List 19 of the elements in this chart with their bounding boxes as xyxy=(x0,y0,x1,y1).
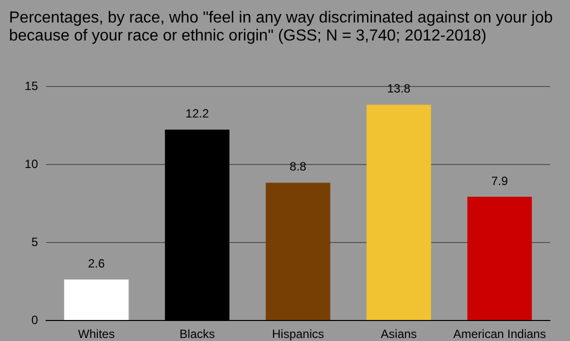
bar xyxy=(467,196,532,320)
bar xyxy=(366,104,432,320)
bar xyxy=(266,182,330,320)
data-label: 12.2 xyxy=(186,106,210,121)
x-tick-label: Hispanics xyxy=(272,327,324,341)
data-label: 2.6 xyxy=(88,256,106,270)
y-tick-label: 15 xyxy=(24,79,38,93)
data-label: 8.8 xyxy=(290,160,307,174)
data-label: 7.9 xyxy=(491,174,508,188)
y-tick-label: 10 xyxy=(24,157,38,171)
y-tick-label: 5 xyxy=(31,235,38,249)
chart-title: Percentages, by race, who "feel in any way discriminated against on your job because of your race or ethnic origin" (GSS; N = 3,740; 2012-2018) xyxy=(9,10,558,44)
bar xyxy=(64,279,129,320)
x-tick-label: Blacks xyxy=(180,327,215,341)
data-label: 13.8 xyxy=(387,82,411,96)
x-tick-label: Asians xyxy=(380,327,417,341)
x-tick-label: Whites xyxy=(78,327,115,341)
y-tick-label: 0 xyxy=(31,313,38,327)
x-tick-label: American Indians xyxy=(453,327,546,341)
